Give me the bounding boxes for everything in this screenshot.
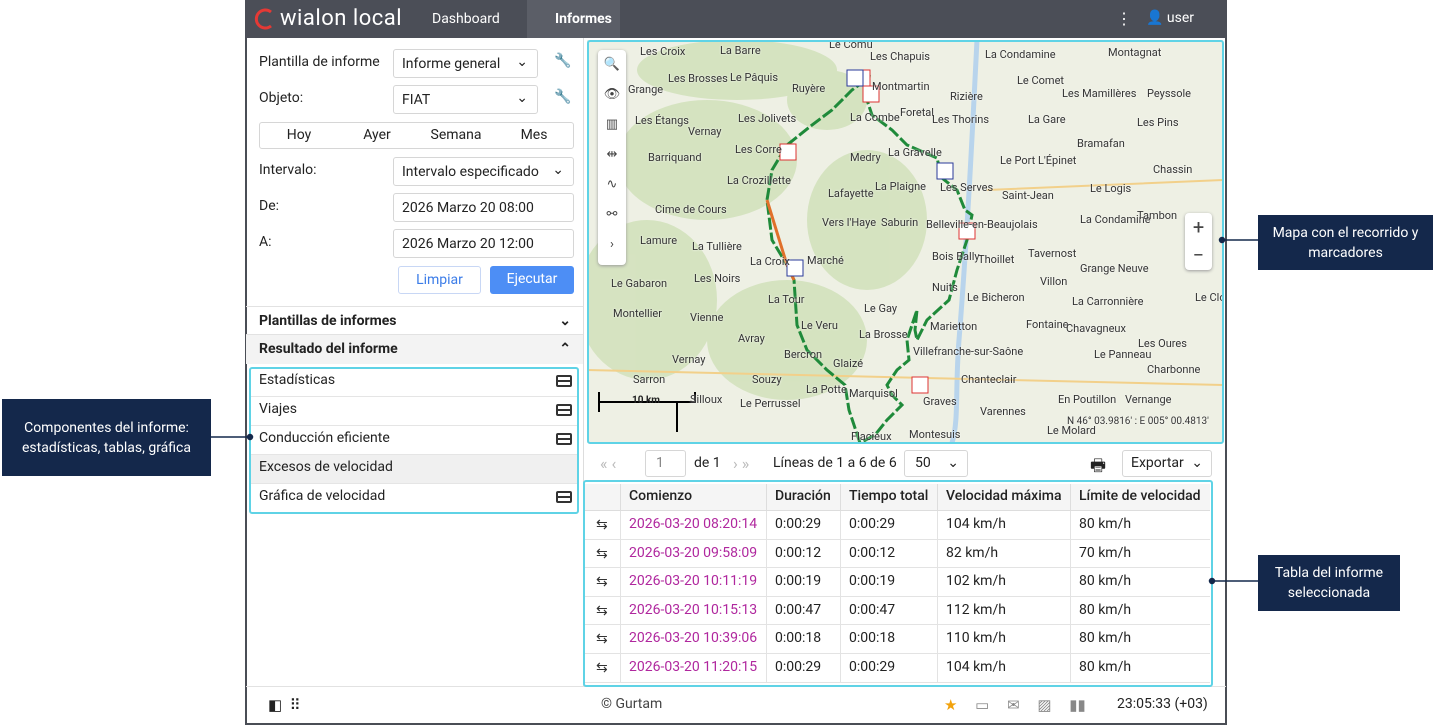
callout: Mapa con el recorrido y marcadores bbox=[1258, 215, 1433, 270]
callout: Componentes del informe: estadísticas, t… bbox=[2, 399, 211, 476]
callout: Tabla del informe seleccionada bbox=[1258, 555, 1400, 611]
